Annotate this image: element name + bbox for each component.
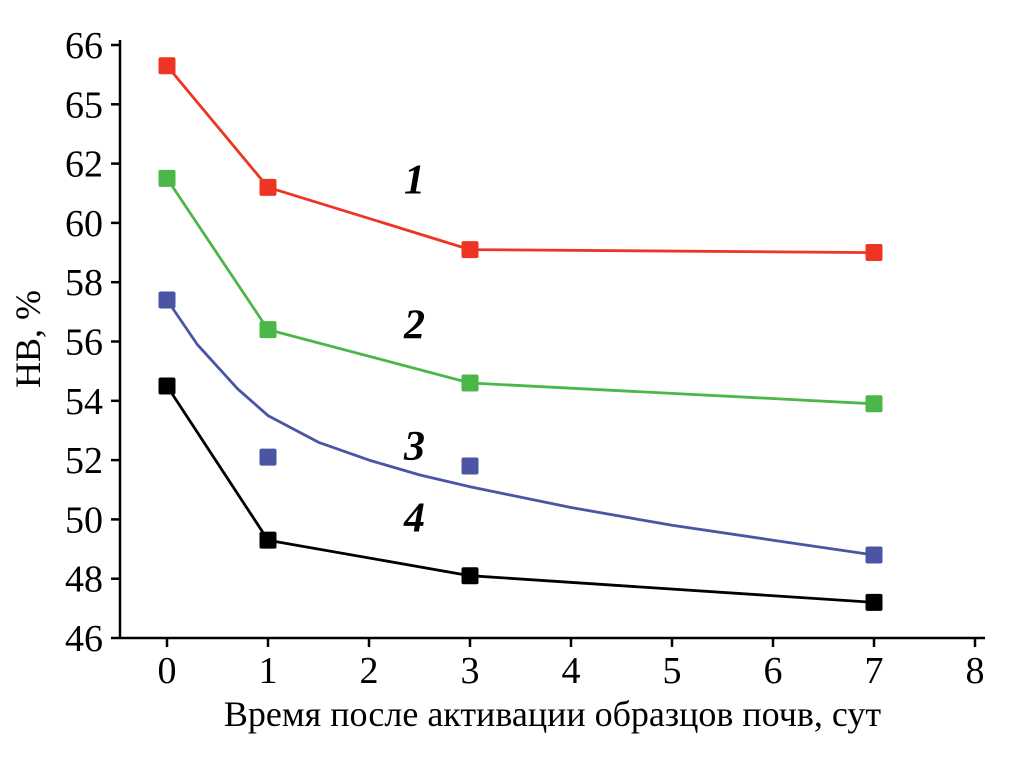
y-axis-tick-label: 54 <box>65 381 103 423</box>
x-axis-tick-label: 3 <box>461 650 480 692</box>
y-axis-tick-label: 60 <box>65 203 103 245</box>
x-axis-tick-label: 1 <box>259 650 278 692</box>
series-line-3 <box>165 298 876 557</box>
series-2-marker <box>461 374 479 392</box>
series-line-2 <box>165 177 876 406</box>
series-2-marker <box>259 321 277 339</box>
series-1-marker <box>158 57 176 75</box>
series-line-4 <box>165 384 876 604</box>
y-axis-tick-label: 50 <box>65 499 103 541</box>
y-axis-title: НВ, % <box>8 290 48 388</box>
x-axis-tick-label: 8 <box>966 650 985 692</box>
y-axis-tick-label: 65 <box>65 84 103 126</box>
x-axis-tick-label: 7 <box>865 650 884 692</box>
y-axis-tick-label: 56 <box>65 322 103 364</box>
y-axis-tick-label: 66 <box>65 25 103 67</box>
x-axis-tick-label: 2 <box>360 650 379 692</box>
series-3-marker <box>158 291 176 309</box>
y-axis-tick-label: 46 <box>65 618 103 660</box>
series-4-marker <box>461 567 479 585</box>
series-4-marker <box>158 377 176 395</box>
series-1-marker <box>865 244 883 262</box>
y-axis-tick-label: 62 <box>65 144 103 186</box>
y-axis-tick-label: 48 <box>65 559 103 601</box>
series-4-marker <box>259 531 277 549</box>
series-4-marker <box>865 593 883 611</box>
x-axis-tick-label: 4 <box>562 650 581 692</box>
x-axis-tick-label: 6 <box>764 650 783 692</box>
series-label-3: 3 <box>403 424 425 470</box>
series-3-marker <box>461 457 479 475</box>
series-2-marker <box>865 395 883 413</box>
series-label-4: 4 <box>403 495 425 541</box>
series-line-1 <box>165 64 876 254</box>
x-axis-tick-label: 5 <box>663 650 682 692</box>
x-axis-tick-label: 0 <box>158 650 177 692</box>
series-1-marker <box>259 178 277 196</box>
y-axis-tick-label: 58 <box>65 262 103 304</box>
series-3-marker <box>865 546 883 564</box>
series-1-marker <box>461 241 479 259</box>
x-axis-title: Время после активации образцов почв, сут <box>224 694 881 734</box>
series-label-1: 1 <box>404 157 425 203</box>
series-2-marker <box>158 169 176 187</box>
series-3-marker <box>259 448 277 466</box>
series-label-2: 2 <box>403 303 425 349</box>
y-axis-tick-label: 52 <box>65 440 103 482</box>
